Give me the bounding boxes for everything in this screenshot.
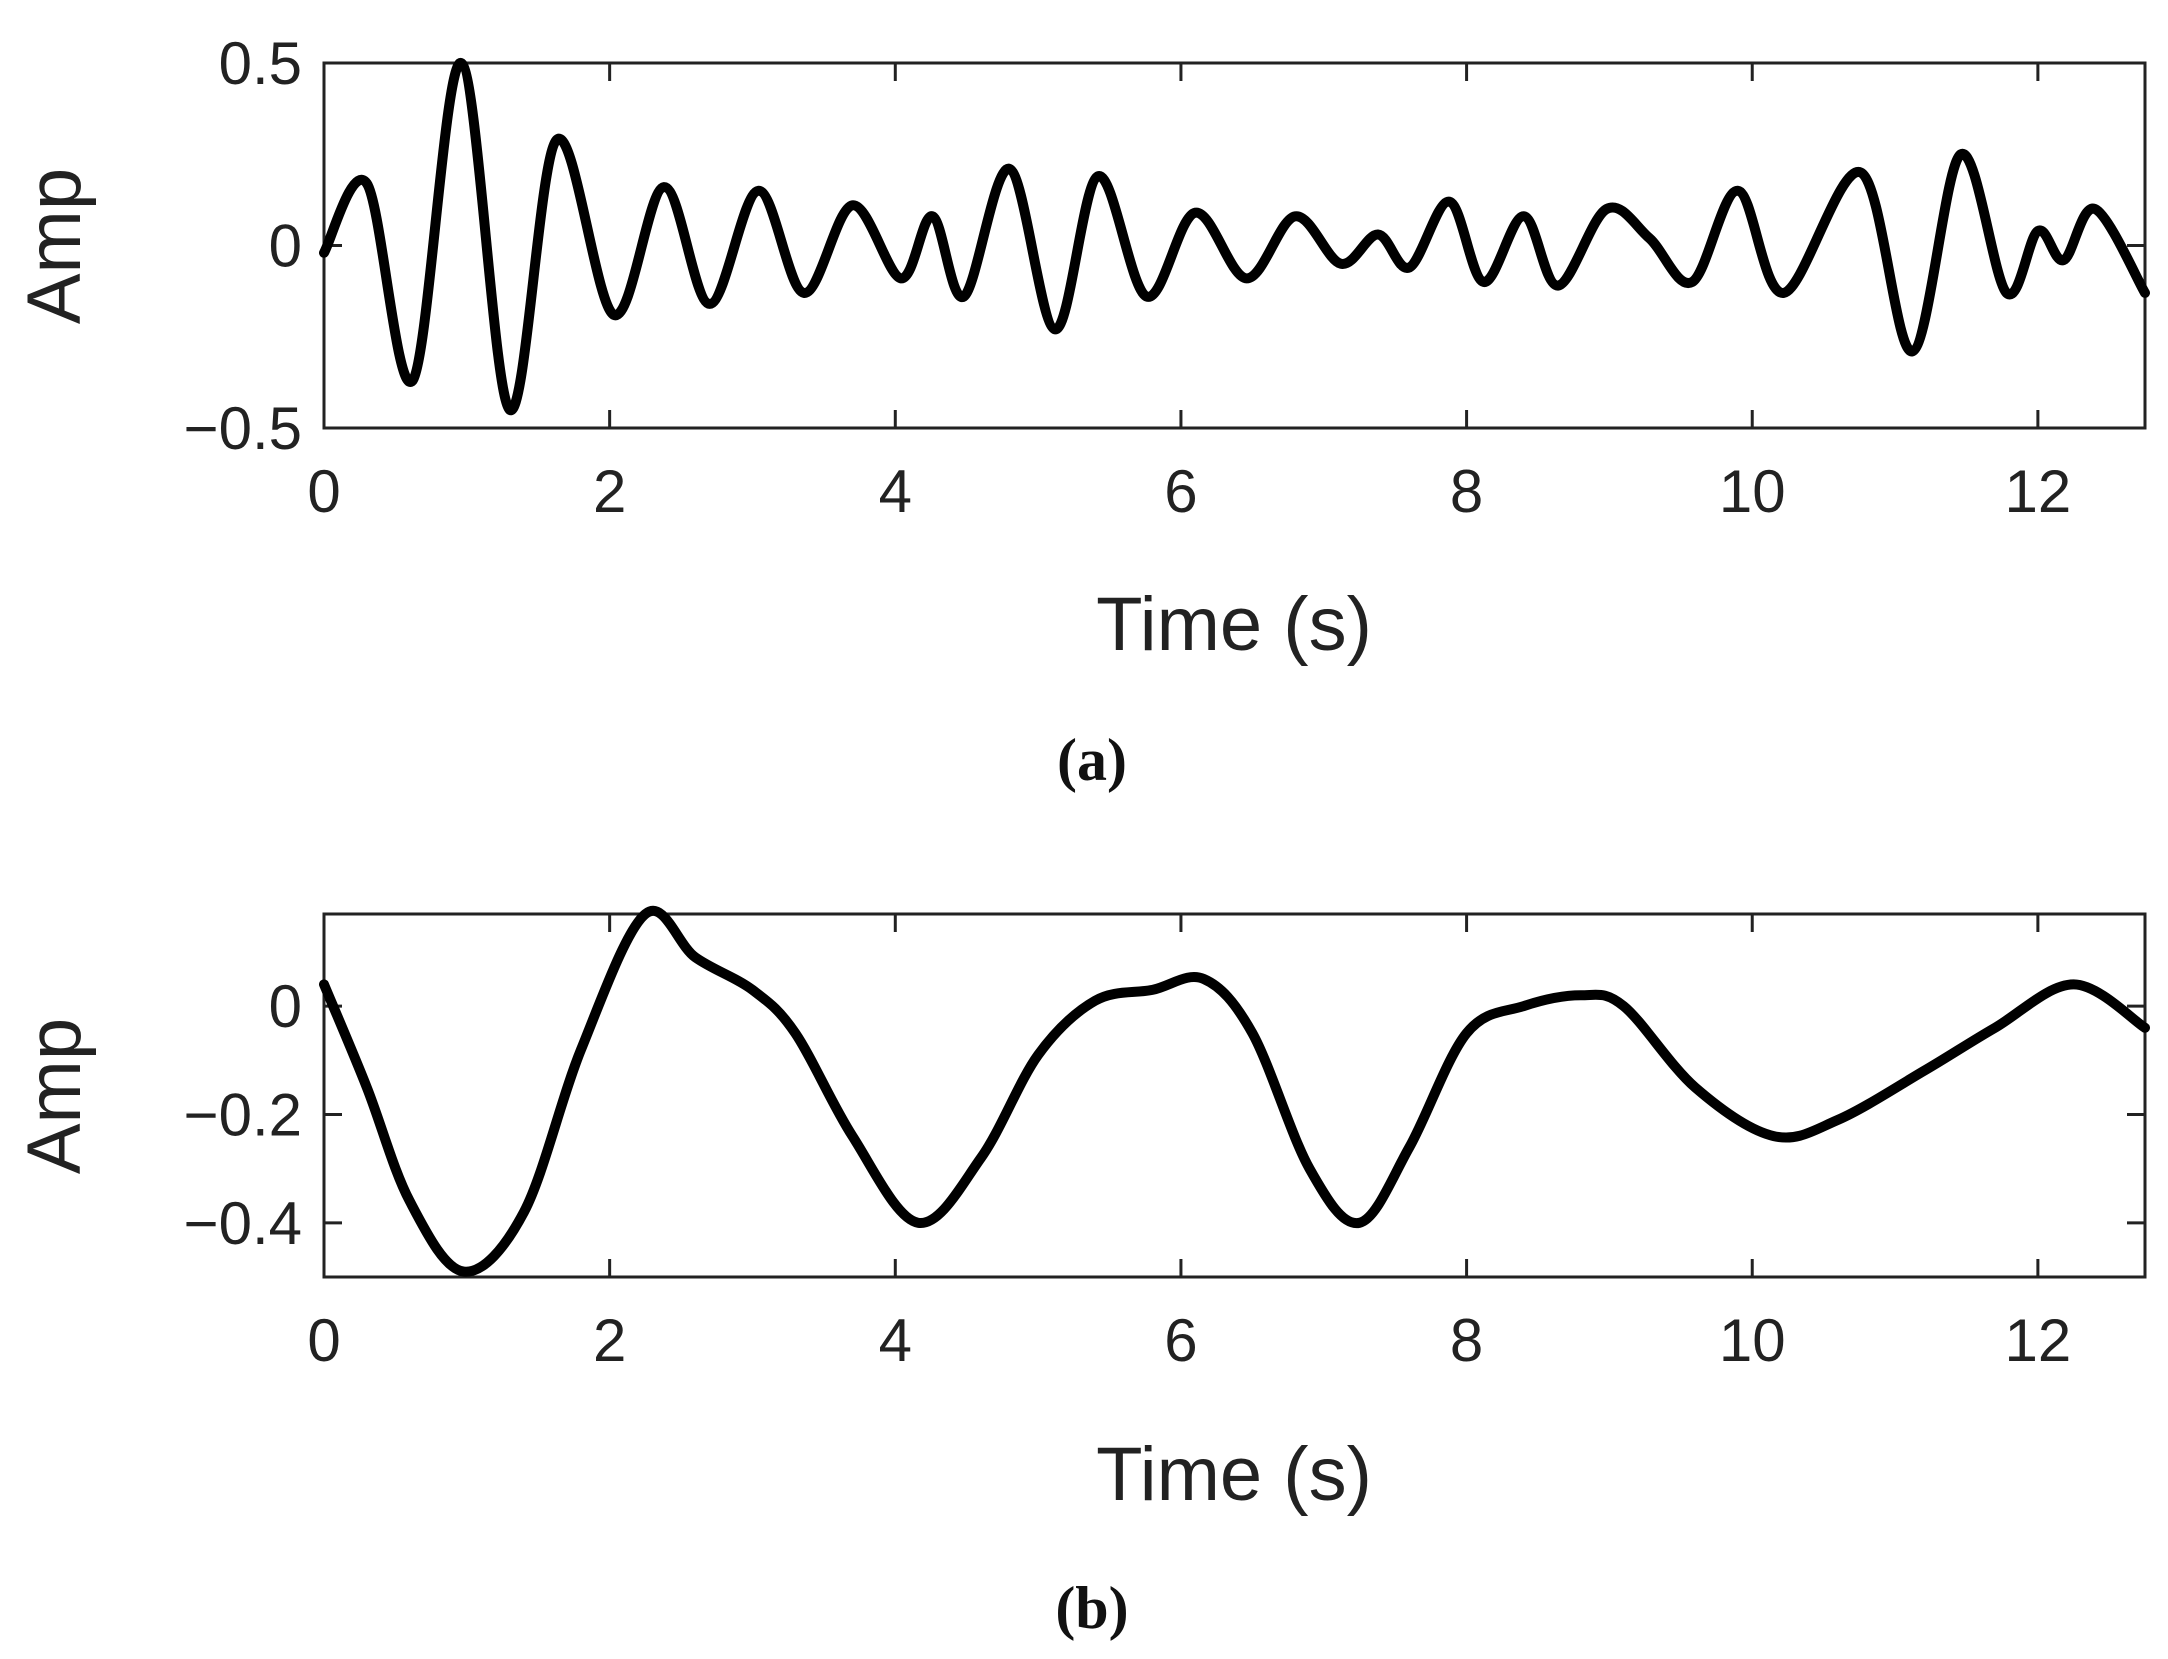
caption-b: (b) bbox=[1055, 1575, 1128, 1641]
plot-frame-b bbox=[322, 912, 2147, 1279]
series-line-b bbox=[319, 906, 2150, 1277]
tick-marks-b bbox=[322, 914, 2145, 1277]
chart-panel-b: 0 2 4 6 8 10 12 −0.4 −0.2 0 Time (s) Amp (b) bbox=[12, 906, 2150, 1641]
plot-frame-a bbox=[322, 61, 2147, 430]
chart-panel-a: 0 2 4 6 8 10 12 −0.500.5 Time (s) Amp (a) bbox=[12, 30, 2150, 793]
y-tick-label-a: −0.5 bbox=[184, 395, 302, 462]
y-tick-label-b: −0.4 bbox=[184, 1190, 302, 1257]
x-tick-labels-a: 0 2 4 6 8 10 12 bbox=[307, 458, 2071, 525]
x-tick-label-b: 12 bbox=[2005, 1307, 2072, 1374]
y-axis-title-a: Amp bbox=[12, 168, 97, 324]
x-tick-label-b: 10 bbox=[1719, 1307, 1786, 1374]
x-tick-label-a: 0 bbox=[307, 458, 340, 525]
x-tick-label-a: 10 bbox=[1719, 458, 1786, 525]
y-tick-label-a: 0 bbox=[269, 213, 302, 280]
series-line-a bbox=[319, 57, 2150, 415]
y-tick-label-b: −0.2 bbox=[184, 1081, 302, 1148]
x-tick-label-b: 6 bbox=[1164, 1307, 1197, 1374]
y-tick-label-b: 0 bbox=[269, 973, 302, 1040]
x-axis-title-b: Time (s) bbox=[1096, 1432, 1372, 1517]
y-axis-title-b: Amp bbox=[12, 1018, 97, 1174]
y-tick-labels-a: −0.5 0 0.5 bbox=[184, 30, 302, 462]
caption-a: (a) bbox=[1057, 727, 1127, 793]
x-tick-label-a: 4 bbox=[879, 458, 912, 525]
x-tick-label-b: 8 bbox=[1450, 1307, 1483, 1374]
x-tick-label-b: 4 bbox=[879, 1307, 912, 1374]
x-tick-label-a: 6 bbox=[1164, 458, 1197, 525]
x-tick-label-b: 2 bbox=[593, 1307, 626, 1374]
x-tick-label-b: 0 bbox=[307, 1307, 340, 1374]
y-tick-label-a: 0.5 bbox=[219, 30, 302, 97]
x-tick-label-a: 2 bbox=[593, 458, 626, 525]
y-tick-labels-b: −0.4 −0.2 0 bbox=[184, 973, 302, 1257]
x-tick-label-a: 12 bbox=[2005, 458, 2072, 525]
tick-marks-a bbox=[322, 61, 2145, 430]
x-tick-labels-b: 0 2 4 6 8 10 12 bbox=[307, 1307, 2071, 1374]
x-axis-title-a: Time (s) bbox=[1096, 582, 1372, 667]
x-tick-label-a: 8 bbox=[1450, 458, 1483, 525]
